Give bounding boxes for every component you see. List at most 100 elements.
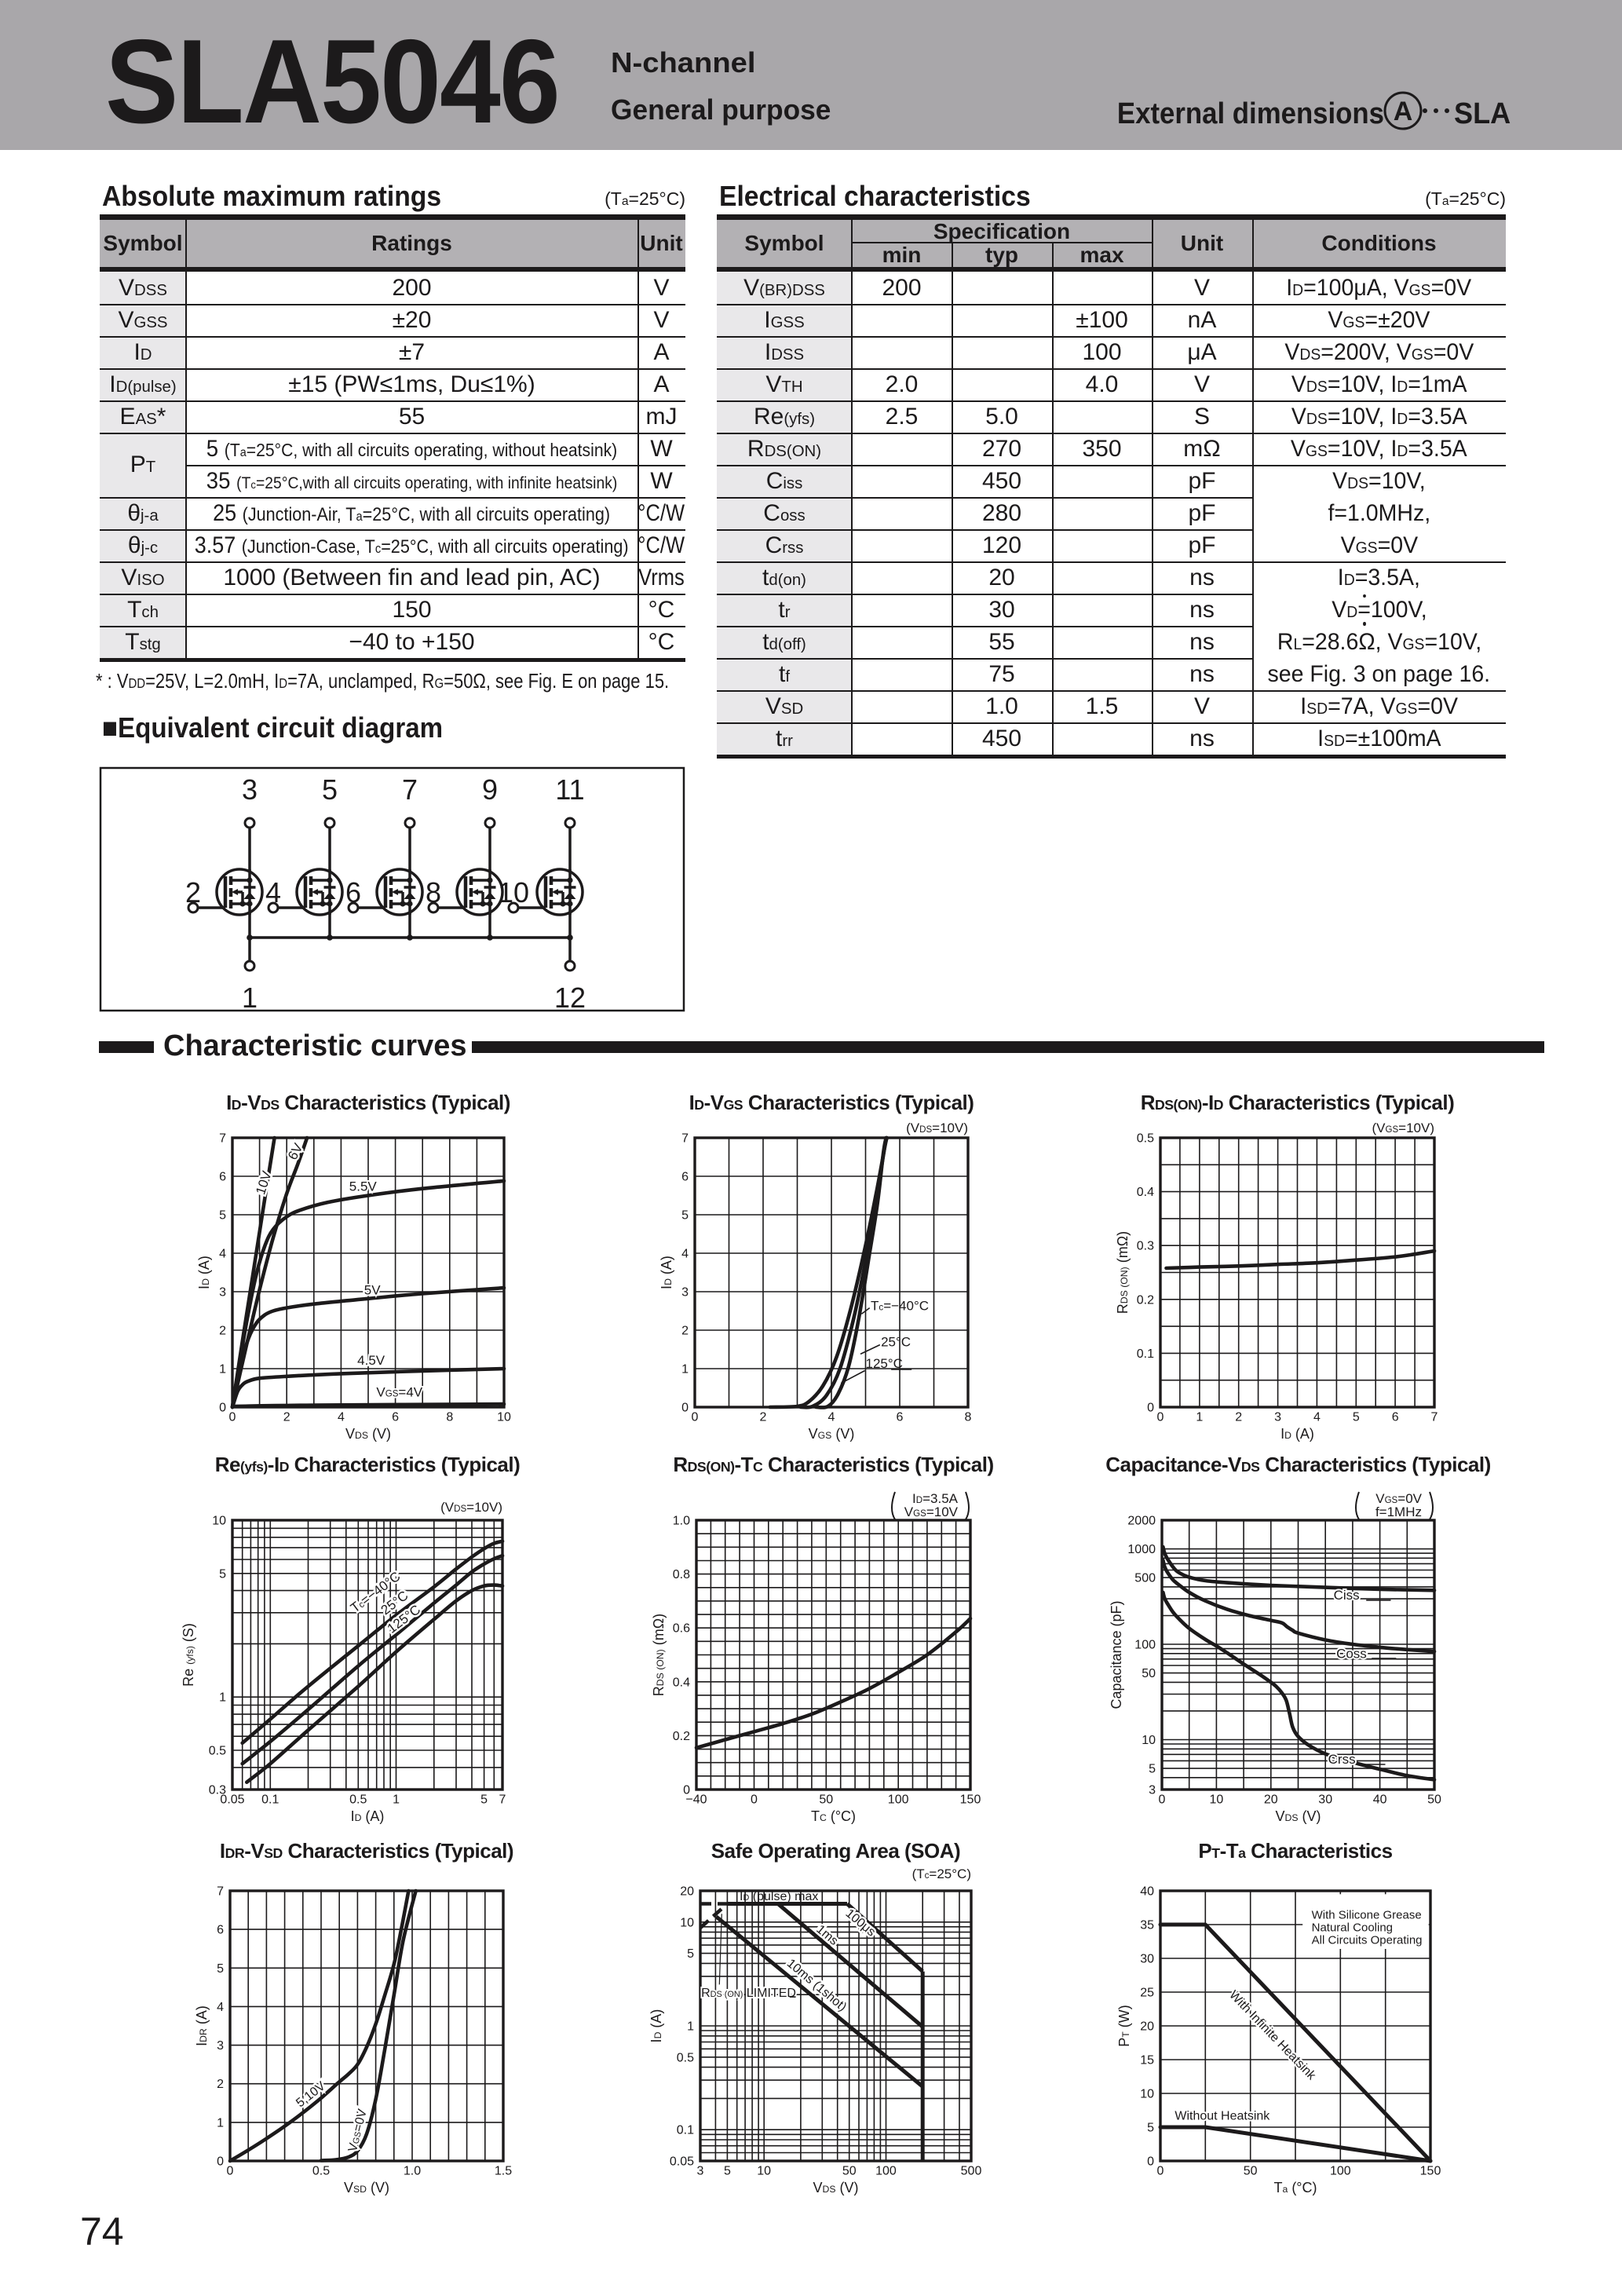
svg-text:RDS (ON) (mΩ): RDS (ON) (mΩ) bbox=[651, 1614, 667, 1696]
svg-text:0: 0 bbox=[1157, 2165, 1164, 2178]
svg-text:20: 20 bbox=[680, 1885, 694, 1899]
svg-text:0.1: 0.1 bbox=[677, 2124, 694, 2137]
svg-text:Tc=−40°C: Tc=−40°C bbox=[871, 1299, 929, 1314]
svg-text:(VDS=10V): (VDS=10V) bbox=[906, 1121, 968, 1135]
svg-text:PT (W): PT (W) bbox=[1116, 2005, 1132, 2046]
svg-text:5: 5 bbox=[480, 1793, 488, 1807]
svg-text:0: 0 bbox=[1147, 1402, 1154, 1415]
svg-text:50: 50 bbox=[1244, 2165, 1258, 2178]
svg-text:1: 1 bbox=[242, 982, 258, 1014]
svg-text:Ciss: Ciss bbox=[1334, 1588, 1360, 1603]
svg-text:0.1: 0.1 bbox=[261, 1793, 279, 1807]
svg-text:1: 1 bbox=[219, 1691, 226, 1705]
svg-text:Coss: Coss bbox=[1336, 1646, 1367, 1661]
svg-text:5: 5 bbox=[1147, 2122, 1154, 2135]
svg-text:5: 5 bbox=[219, 1567, 226, 1581]
svg-text:3: 3 bbox=[1274, 1411, 1281, 1424]
svg-text:(Tc=25°C): (Tc=25°C) bbox=[912, 1866, 971, 1881]
svg-text:4: 4 bbox=[265, 876, 281, 909]
svg-text:0.6: 0.6 bbox=[673, 1622, 690, 1636]
svg-text:150: 150 bbox=[1420, 2165, 1441, 2178]
svg-text:100μs: 100μs bbox=[843, 1907, 879, 1939]
svg-text:1: 1 bbox=[219, 1363, 226, 1377]
svg-text:20: 20 bbox=[1264, 1793, 1278, 1807]
svg-text:9: 9 bbox=[482, 773, 498, 806]
svg-text:2000: 2000 bbox=[1127, 1515, 1156, 1528]
svg-text:0.5: 0.5 bbox=[349, 1793, 367, 1807]
svg-text:10V: 10V bbox=[253, 1168, 275, 1196]
svg-text:ID (A): ID (A) bbox=[659, 1256, 674, 1289]
svg-text:VDS (V): VDS (V) bbox=[345, 1426, 391, 1442]
svg-text:0.5: 0.5 bbox=[677, 2051, 694, 2064]
svg-text:0: 0 bbox=[1159, 1793, 1166, 1807]
svg-text:0: 0 bbox=[683, 1784, 690, 1797]
svg-text:RDS (ON) LIMITED: RDS (ON) LIMITED bbox=[701, 1987, 796, 2000]
svg-text:Crss: Crss bbox=[1328, 1752, 1356, 1767]
svg-text:f=1MHz: f=1MHz bbox=[1375, 1504, 1422, 1519]
svg-text:1.5: 1.5 bbox=[495, 2165, 512, 2178]
svg-text:40: 40 bbox=[1140, 1885, 1154, 1899]
svg-text:1: 1 bbox=[393, 1793, 400, 1807]
svg-text:0: 0 bbox=[217, 2155, 224, 2169]
svg-text:VGS=4V: VGS=4V bbox=[376, 1384, 422, 1399]
svg-text:15: 15 bbox=[1140, 2054, 1154, 2067]
svg-text:50: 50 bbox=[842, 2165, 857, 2178]
svg-text:RDS (ON) LIMITED: RDS (ON) LIMITED bbox=[701, 1987, 796, 2000]
svg-text:2: 2 bbox=[219, 1325, 226, 1338]
svg-text:0: 0 bbox=[229, 1411, 236, 1424]
svg-text:10: 10 bbox=[1142, 1734, 1156, 1747]
svg-text:4: 4 bbox=[681, 1248, 689, 1261]
svg-text:0.5: 0.5 bbox=[312, 2165, 330, 2178]
svg-text:100: 100 bbox=[888, 1793, 909, 1807]
svg-text:4.5V: 4.5V bbox=[357, 1353, 385, 1368]
svg-text:0: 0 bbox=[219, 1402, 226, 1415]
svg-text:1: 1 bbox=[687, 2020, 694, 2034]
svg-text:Re(yfs)-ID Characteristics (Ty: Re(yfs)-ID Characteristics (Typical) bbox=[215, 1453, 521, 1476]
svg-text:0.1: 0.1 bbox=[1137, 1347, 1154, 1361]
svg-text:5: 5 bbox=[687, 1947, 694, 1961]
svg-text:(VDS=10V): (VDS=10V) bbox=[440, 1500, 502, 1515]
svg-text:125°C: 125°C bbox=[866, 1356, 903, 1371]
svg-text:ID-VGS Characteristics (Typica: ID-VGS Characteristics (Typical) bbox=[689, 1091, 974, 1114]
svg-text:0.3: 0.3 bbox=[1137, 1240, 1154, 1253]
svg-text:1.0: 1.0 bbox=[673, 1515, 690, 1528]
svg-text:100: 100 bbox=[1134, 1639, 1156, 1652]
svg-text:8: 8 bbox=[965, 1411, 972, 1424]
svg-text:4: 4 bbox=[217, 2001, 224, 2014]
svg-text:10: 10 bbox=[757, 2165, 771, 2178]
svg-text:With Infinite Heatsink: With Infinite Heatsink bbox=[1226, 1988, 1318, 2083]
svg-text:500: 500 bbox=[961, 2165, 982, 2178]
svg-text:25°C: 25°C bbox=[881, 1335, 911, 1350]
svg-text:0.05: 0.05 bbox=[220, 1793, 244, 1807]
svg-text:IDR-VSD Characteristics (Typic: IDR-VSD Characteristics (Typical) bbox=[220, 1839, 513, 1863]
svg-text:6: 6 bbox=[1392, 1411, 1399, 1424]
svg-text:0: 0 bbox=[681, 1402, 689, 1415]
svg-text:VSD (V): VSD (V) bbox=[344, 2180, 389, 2195]
svg-text:7: 7 bbox=[402, 773, 418, 806]
svg-text:7: 7 bbox=[1431, 1411, 1438, 1424]
svg-text:5.5V: 5.5V bbox=[349, 1179, 378, 1194]
svg-text:3: 3 bbox=[1149, 1784, 1156, 1797]
svg-text:0.5: 0.5 bbox=[209, 1745, 226, 1758]
svg-text:Without Heatsink: Without Heatsink bbox=[1174, 2110, 1270, 2123]
svg-text:30: 30 bbox=[1140, 1953, 1154, 1966]
svg-text:10: 10 bbox=[1210, 1793, 1224, 1807]
svg-text:8: 8 bbox=[426, 876, 441, 909]
svg-text:4: 4 bbox=[219, 1248, 226, 1261]
svg-text:10: 10 bbox=[497, 1411, 511, 1424]
svg-text:RDS(ON)-ID Characteristics (T: RDS(ON)-ID Characteristics (Typical) bbox=[1141, 1091, 1455, 1114]
svg-text:6: 6 bbox=[219, 1171, 226, 1184]
svg-text:A: A bbox=[1394, 97, 1413, 126]
svg-text:ID-VDS Characteristics (Typica: ID-VDS Characteristics (Typical) bbox=[226, 1091, 510, 1114]
svg-text:25: 25 bbox=[1140, 1987, 1154, 2000]
svg-text:5V: 5V bbox=[364, 1282, 381, 1297]
svg-text:20: 20 bbox=[1140, 2020, 1154, 2034]
svg-text:0.3: 0.3 bbox=[209, 1784, 226, 1797]
svg-text:5: 5 bbox=[681, 1209, 689, 1223]
svg-text:10: 10 bbox=[1140, 2088, 1154, 2101]
svg-text:30: 30 bbox=[1318, 1793, 1332, 1807]
svg-text:1: 1 bbox=[681, 1363, 689, 1377]
svg-text:40: 40 bbox=[1373, 1793, 1387, 1807]
svg-text:3: 3 bbox=[697, 2165, 704, 2178]
svg-text:1: 1 bbox=[217, 2116, 224, 2130]
